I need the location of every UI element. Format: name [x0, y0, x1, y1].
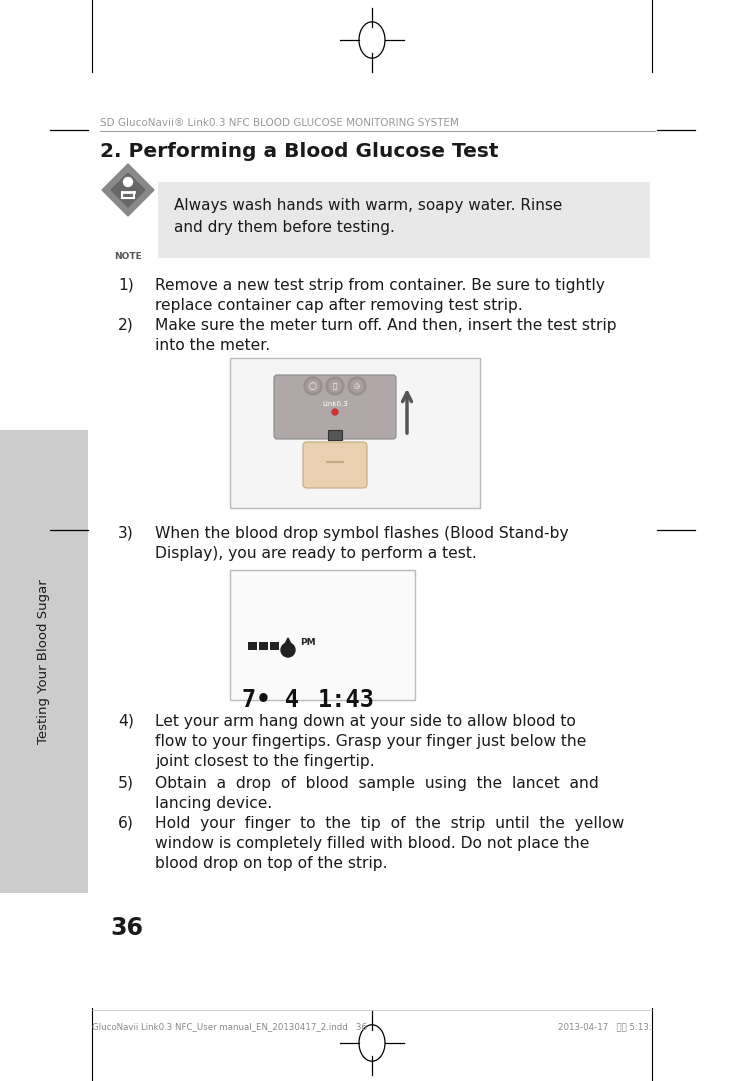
Text: 1:43: 1:43: [318, 688, 375, 712]
Text: joint closest to the fingertip.: joint closest to the fingertip.: [155, 755, 375, 769]
Polygon shape: [111, 173, 145, 206]
Text: 36: 36: [110, 916, 143, 940]
Text: window is completely filled with blood. Do not place the: window is completely filled with blood. …: [155, 836, 589, 851]
Circle shape: [326, 377, 344, 395]
Bar: [230, 570, 415, 700]
Text: lancing device.: lancing device.: [155, 796, 272, 811]
Text: 2. Performing a Blood Glucose Test: 2. Performing a Blood Glucose Test: [100, 142, 498, 161]
Text: 2013-04-17   오후 5:13:: 2013-04-17 오후 5:13:: [558, 1022, 652, 1031]
Bar: [248, 642, 257, 650]
Text: 7• 4: 7• 4: [242, 688, 299, 712]
Text: 5): 5): [118, 776, 134, 791]
Bar: [158, 182, 650, 258]
Circle shape: [307, 381, 319, 392]
Text: ◯: ◯: [309, 383, 317, 390]
Bar: [0, 430, 88, 893]
Circle shape: [304, 377, 322, 395]
Text: 4): 4): [118, 713, 134, 729]
FancyBboxPatch shape: [274, 375, 396, 439]
Text: Hold  your  finger  to  the  tip  of  the  strip  until  the  yellow: Hold your finger to the tip of the strip…: [155, 816, 624, 831]
Circle shape: [329, 381, 341, 392]
Bar: [270, 642, 279, 650]
Text: Display), you are ready to perform a test.: Display), you are ready to perform a tes…: [155, 546, 477, 561]
Text: and dry them before testing.: and dry them before testing.: [174, 221, 395, 235]
Circle shape: [348, 377, 366, 395]
Text: Always wash hands with warm, soapy water. Rinse: Always wash hands with warm, soapy water…: [174, 198, 562, 213]
Text: When the blood drop symbol flashes (Blood Stand-by: When the blood drop symbol flashes (Bloo…: [155, 526, 568, 540]
Circle shape: [351, 381, 363, 392]
Text: 1): 1): [118, 278, 134, 293]
FancyBboxPatch shape: [303, 442, 367, 488]
Text: Testing Your Blood Sugar: Testing Your Blood Sugar: [37, 579, 51, 744]
Polygon shape: [102, 164, 154, 216]
Text: Let your arm hang down at your side to allow blood to: Let your arm hang down at your side to a…: [155, 713, 576, 729]
Circle shape: [281, 643, 295, 657]
Text: into the meter.: into the meter.: [155, 338, 270, 353]
Text: ⏻: ⏻: [333, 383, 337, 389]
Polygon shape: [283, 638, 293, 648]
Text: GlucoNavii Link0.3 NFC_User manual_EN_20130417_2.indd   36: GlucoNavii Link0.3 NFC_User manual_EN_20…: [92, 1022, 367, 1031]
Text: Remove a new test strip from container. Be sure to tightly: Remove a new test strip from container. …: [155, 278, 605, 293]
Text: 2): 2): [118, 318, 134, 333]
Text: SD GlucoNavii® Link0.3 NFC BLOOD GLUCOSE MONITORING SYSTEM: SD GlucoNavii® Link0.3 NFC BLOOD GLUCOSE…: [100, 118, 459, 128]
Circle shape: [332, 409, 338, 415]
Text: Link0.3: Link0.3: [322, 401, 348, 408]
Text: PM: PM: [300, 638, 316, 648]
Bar: [230, 358, 480, 508]
Text: Obtain  a  drop  of  blood  sample  using  the  lancet  and: Obtain a drop of blood sample using the …: [155, 776, 599, 791]
Text: ◷: ◷: [354, 383, 360, 389]
Text: 6): 6): [118, 816, 134, 831]
Circle shape: [124, 177, 133, 187]
Bar: [328, 430, 342, 440]
Text: replace container cap after removing test strip.: replace container cap after removing tes…: [155, 298, 523, 313]
Text: flow to your fingertips. Grasp your finger just below the: flow to your fingertips. Grasp your fing…: [155, 734, 586, 749]
Text: 3): 3): [118, 526, 134, 540]
Text: blood drop on top of the strip.: blood drop on top of the strip.: [155, 856, 387, 871]
Text: Make sure the meter turn off. And then, insert the test strip: Make sure the meter turn off. And then, …: [155, 318, 617, 333]
Text: NOTE: NOTE: [114, 252, 142, 261]
Bar: [259, 642, 268, 650]
